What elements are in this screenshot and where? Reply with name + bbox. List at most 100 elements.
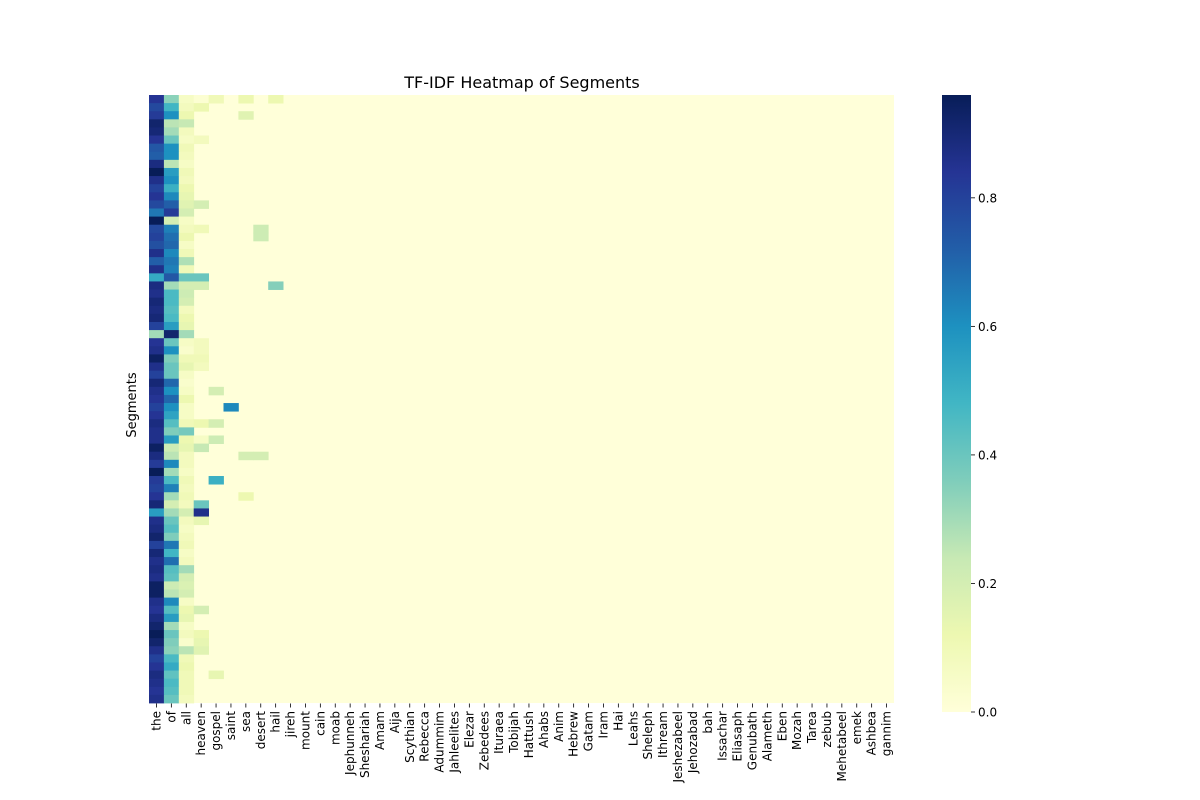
x-tick-label: Issachar: [716, 711, 730, 761]
x-tick-label: desert: [254, 711, 268, 750]
heatmap-cell: [149, 630, 165, 639]
x-tick-label: Rebecca: [418, 711, 432, 762]
heatmap-cell: [149, 621, 165, 631]
x-tick-label: gospel: [209, 711, 223, 751]
heatmap-cell: [163, 297, 180, 307]
heatmap-cell: [163, 208, 180, 217]
x-tick-label: Ituraea: [492, 711, 506, 754]
heatmap-cell: [178, 240, 195, 250]
heatmap-cell: [149, 330, 165, 339]
heatmap-cell: [193, 638, 209, 647]
heatmap-cell: [268, 281, 284, 290]
heatmap-cell: [149, 451, 165, 461]
heatmap-cell: [223, 403, 239, 412]
x-tick-label: Aija: [388, 711, 402, 733]
heatmap-cell: [149, 394, 165, 404]
heatmap-cell: [163, 330, 180, 339]
heatmap-cell: [178, 95, 195, 104]
heatmap-cell: [178, 265, 195, 274]
x-tick-label: Scythian: [403, 711, 417, 763]
heatmap-cell: [163, 313, 180, 323]
heatmap-cell: [178, 459, 195, 469]
heatmap-cell: [163, 516, 180, 526]
heatmap-cell: [178, 289, 195, 299]
heatmap-cell: [163, 451, 180, 461]
heatmap-cell: [238, 451, 254, 461]
heatmap-cell: [178, 548, 195, 558]
heatmap-cell: [178, 630, 195, 639]
heatmap-cell: [163, 573, 180, 582]
heatmap-cell: [149, 151, 165, 161]
heatmap-cell: [149, 313, 165, 323]
heatmap-cell: [149, 508, 165, 517]
heatmap-cell: [178, 338, 195, 347]
heatmap-cell: [178, 273, 195, 282]
heatmap-cell: [163, 273, 180, 282]
heatmap-cell: [149, 273, 165, 282]
heatmap-cell: [178, 557, 195, 566]
colorbar-tick-label: 0.8: [978, 191, 997, 205]
heatmap-cell: [178, 565, 195, 574]
heatmap-cell: [178, 305, 195, 315]
heatmap-cell: [163, 565, 180, 574]
heatmap-background: [149, 95, 894, 703]
heatmap-cell: [163, 305, 180, 315]
heatmap-cell: [149, 427, 165, 436]
heatmap-cell: [149, 524, 165, 534]
heatmap-cell: [193, 338, 209, 347]
heatmap-cell: [178, 330, 195, 339]
heatmap-cell: [178, 394, 195, 404]
heatmap-cell: [178, 532, 195, 542]
heatmap-cell: [163, 362, 180, 372]
heatmap-cell: [149, 613, 165, 623]
heatmap-cell: [149, 484, 165, 493]
heatmap-cell: [163, 111, 180, 120]
heatmap-cell: [193, 630, 209, 639]
heatmap-cell: [149, 135, 165, 145]
heatmap-cell: [163, 378, 180, 388]
x-tick-label: saint: [224, 711, 238, 741]
heatmap-cell: [149, 232, 165, 242]
heatmap-cell: [178, 484, 195, 493]
heatmap-cell: [163, 281, 180, 290]
heatmap-cells: [149, 95, 894, 704]
heatmap-cell: [193, 435, 209, 444]
heatmap-cell: [163, 686, 180, 696]
heatmap-cell: [149, 370, 165, 380]
heatmap-cell: [149, 362, 165, 372]
heatmap-cell: [163, 605, 180, 615]
heatmap-cell: [178, 249, 195, 258]
x-tick-label: Jephunneh: [343, 711, 357, 776]
heatmap-cell: [178, 370, 195, 380]
x-tick-label: Alameth: [760, 711, 774, 761]
heatmap-cell: [163, 216, 180, 226]
x-tick-label: all: [179, 711, 193, 725]
heatmap-cell: [238, 111, 254, 120]
heatmap-cell: [163, 240, 180, 250]
heatmap-cell: [163, 224, 180, 234]
heatmap-cell: [163, 370, 180, 380]
x-tick-label: Hai: [611, 711, 625, 731]
heatmap-cell: [178, 216, 195, 226]
heatmap-cell: [178, 419, 195, 428]
x-tick-label: gannim: [880, 711, 894, 756]
heatmap-cell: [193, 362, 209, 372]
heatmap-cell: [163, 419, 180, 428]
heatmap-cell: [149, 95, 165, 104]
heatmap-cell: [163, 265, 180, 274]
heatmap-cell: [163, 176, 180, 185]
x-tick-label: Amam: [373, 711, 387, 750]
x-tick-label: cain: [313, 711, 327, 736]
heatmap-cell: [178, 103, 195, 112]
heatmap-cell: [149, 200, 165, 209]
heatmap-cell: [193, 95, 209, 104]
heatmap-cell: [149, 638, 165, 647]
heatmap-cell: [163, 232, 180, 242]
heatmap-cell: [178, 581, 195, 590]
heatmap-cell: [149, 208, 165, 217]
x-tick-label: sea: [239, 711, 253, 732]
heatmap-cell: [149, 678, 165, 688]
heatmap-cell: [163, 484, 180, 493]
heatmap-cell: [178, 605, 195, 615]
x-tick-label: Eliasaph: [731, 711, 745, 761]
